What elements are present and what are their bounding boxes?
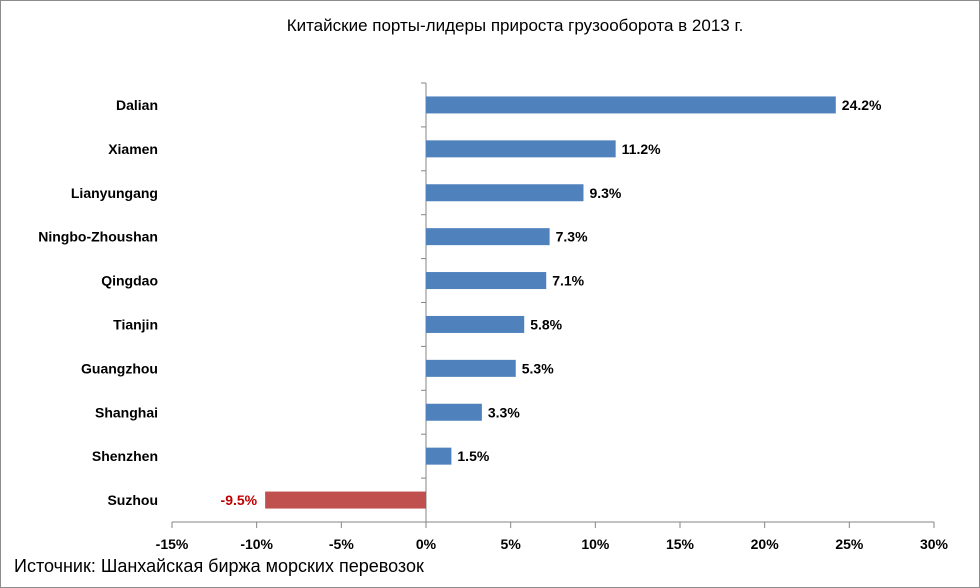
data-label: 3.3% (488, 404, 520, 420)
data-label: 7.3% (556, 229, 588, 245)
bar (426, 184, 584, 202)
bar (426, 359, 516, 377)
data-label: 5.8% (530, 316, 562, 332)
category-label: Guangzhou (81, 360, 158, 376)
source-note: Источник: Шанхайская биржа морских перев… (14, 556, 424, 576)
x-tick-label: -15% (156, 536, 189, 552)
bar (426, 228, 550, 246)
x-tick-label: 15% (666, 536, 695, 552)
category-label: Lianyungang (71, 185, 158, 201)
x-tick-label: -10% (240, 536, 273, 552)
bar (265, 491, 426, 509)
x-tick-label: 20% (751, 536, 780, 552)
data-label: -9.5% (221, 492, 258, 508)
x-tick-label: 5% (501, 536, 522, 552)
x-tick-label: 30% (920, 536, 949, 552)
category-label: Ningbo-Zhoushan (38, 229, 158, 245)
x-tick-label: 10% (581, 536, 610, 552)
bar (426, 315, 525, 333)
category-label: Shanghai (95, 404, 158, 420)
bar (426, 272, 547, 290)
bar (426, 140, 616, 158)
category-label: Shenzhen (92, 448, 158, 464)
data-label: 9.3% (589, 185, 621, 201)
data-label: 24.2% (842, 97, 882, 113)
data-label: 5.3% (522, 360, 554, 376)
bar (426, 96, 836, 114)
category-label: Dalian (116, 97, 158, 113)
bar (426, 403, 482, 421)
chart-title: Китайские порты-лидеры прироста грузообо… (286, 16, 744, 35)
x-tick-label: 25% (835, 536, 864, 552)
category-label: Qingdao (101, 273, 158, 289)
x-tick-label: -5% (329, 536, 354, 552)
bar (426, 447, 452, 465)
data-label: 11.2% (622, 141, 661, 157)
data-label: 1.5% (457, 448, 489, 464)
category-label: Xiamen (108, 141, 158, 157)
x-tick-label: 0% (416, 536, 437, 552)
category-label: Suzhou (107, 492, 158, 508)
data-label: 7.1% (552, 273, 584, 289)
category-label: Tianjin (113, 316, 158, 332)
